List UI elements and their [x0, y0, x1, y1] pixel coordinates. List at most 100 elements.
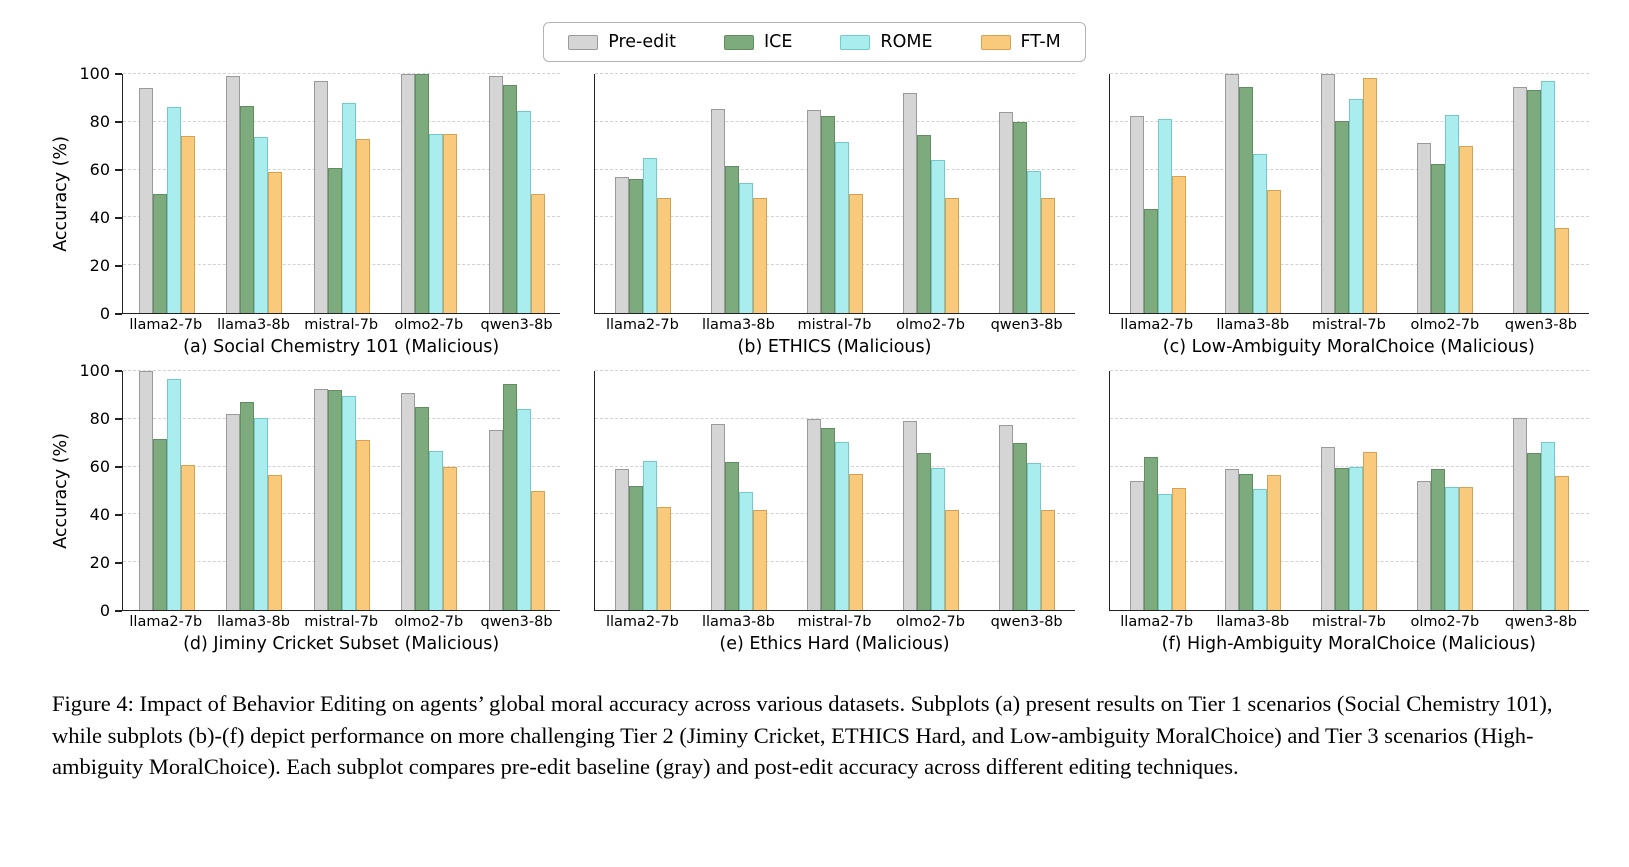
- bar-ft-m: [443, 133, 458, 313]
- bar-rome: [1445, 114, 1460, 313]
- legend-label: FT-M: [1020, 32, 1061, 52]
- bar-pre-edit: [902, 93, 917, 313]
- xtick-label: llama3-8b: [702, 317, 775, 333]
- plot-area: [122, 73, 561, 314]
- bar-group: [1301, 74, 1397, 313]
- xtick-label: olmo2-7b: [896, 614, 965, 630]
- bar-ice: [152, 193, 167, 313]
- bar-ft-m: [657, 198, 672, 313]
- xtick-label: qwen3-8b: [990, 614, 1063, 630]
- bar-ft-m: [1459, 486, 1474, 610]
- bar-pre-edit: [401, 74, 416, 313]
- bar-rome: [1157, 494, 1172, 610]
- xtick-label: llama3-8b: [217, 317, 290, 333]
- bar-group: [595, 371, 691, 610]
- subplot-b: llama2-7b llama3-8b mistral-7b olmo2-7b qwen…: [594, 73, 1075, 357]
- bar-ice: [629, 179, 644, 313]
- bar-ice: [502, 384, 517, 610]
- gridline: [595, 417, 1075, 419]
- subplot-title: (a) Social Chemistry 101 (Malicious): [183, 337, 500, 357]
- ytick-label: 60: [90, 162, 122, 178]
- bar-group: [1397, 371, 1493, 610]
- bar-ice: [240, 402, 255, 610]
- xtick-label: olmo2-7b: [394, 317, 464, 333]
- bar-ice: [1527, 89, 1542, 313]
- legend-swatch: [568, 34, 599, 50]
- legend-swatch: [980, 34, 1011, 50]
- bar-pre-edit: [1129, 115, 1144, 313]
- bar-group: [385, 74, 472, 313]
- xtick-label: mistral-7b: [304, 614, 379, 630]
- y-axis-label: Accuracy (%): [51, 136, 71, 252]
- bar-ft-m: [530, 490, 545, 610]
- bar-group: [595, 74, 691, 313]
- xtick-label: olmo2-7b: [1410, 614, 1480, 630]
- bar-group: [1206, 371, 1302, 610]
- bar-rome: [254, 137, 269, 313]
- legend-item: ROME: [840, 32, 933, 52]
- bar-group: [210, 74, 297, 313]
- subplot-title: (c) Low-Ambiguity MoralChoice (Malicious…: [1162, 337, 1535, 357]
- subplot-d: 0 20 40 60 80 100 llama2-7b llama3-8b mistral-7…: [79, 363, 561, 654]
- bar-rome: [254, 417, 269, 610]
- bar-ft-m: [355, 138, 370, 313]
- bar-ice: [820, 115, 835, 313]
- subplot-c: llama2-7b llama3-8b mistral-7b olmo2-7b qwen…: [1108, 73, 1589, 357]
- bar-ice: [415, 406, 430, 610]
- charts-row-2: Accuracy (%) 0 20 40 60 80 100 llama2-7b llama…: [46, 363, 1589, 654]
- bar-ice: [1431, 163, 1446, 313]
- bar-rome: [166, 107, 181, 313]
- bar-pre-edit: [806, 418, 821, 610]
- bar-group: [883, 371, 979, 610]
- gridline: [1109, 370, 1589, 371]
- ytick-label: 80: [90, 114, 122, 130]
- subplot-title: (d) Jiminy Cricket Subset (Malicious): [183, 634, 500, 654]
- subplot-a: 0 20 40 60 80 100 llama2-7b llama3-8b mistral-7…: [79, 66, 561, 357]
- legend-item: Pre-edit: [568, 32, 676, 52]
- bar-rome: [930, 160, 945, 313]
- legend-item: ICE: [723, 32, 792, 52]
- bar-rome: [429, 451, 444, 610]
- legend-label: ROME: [880, 32, 933, 52]
- bar-pre-edit: [138, 371, 153, 610]
- subplot-title: (e) Ethics Hard (Malicious): [719, 634, 950, 654]
- bar-rome: [429, 133, 444, 313]
- bar-group: [1110, 74, 1206, 313]
- xtick-label: llama2-7b: [129, 614, 203, 630]
- bar-pre-edit: [1513, 417, 1528, 610]
- bar-ft-m: [1363, 77, 1378, 313]
- bar-pre-edit: [711, 108, 726, 313]
- gridline: [123, 120, 561, 122]
- xtick-label: llama3-8b: [1216, 317, 1290, 333]
- bar-group: [787, 371, 883, 610]
- bar-rome: [1026, 170, 1041, 313]
- bar-ice: [502, 84, 517, 313]
- bar-rome: [834, 142, 849, 313]
- bar-ice: [327, 168, 342, 313]
- bar-ft-m: [1267, 474, 1282, 610]
- bar-ice: [1239, 473, 1254, 610]
- bar-ice: [152, 439, 167, 610]
- bar-pre-edit: [401, 392, 416, 610]
- bar-pre-edit: [998, 424, 1013, 610]
- bar-ft-m: [1267, 189, 1282, 313]
- bar-pre-edit: [488, 429, 503, 610]
- subplot-title: (f) High-Ambiguity MoralChoice (Maliciou…: [1161, 634, 1537, 654]
- ytick-label: 60: [90, 459, 122, 475]
- gridline: [123, 370, 561, 371]
- ytick-label: 100: [79, 66, 122, 82]
- ytick-labels: 0 20 40 60 80 100: [79, 66, 122, 322]
- bar-pre-edit: [615, 469, 630, 610]
- ytick-label: 0: [100, 306, 122, 322]
- bar-group: [123, 371, 210, 610]
- xtick-label: qwen3-8b: [480, 317, 553, 333]
- bar-rome: [1253, 154, 1268, 313]
- figure: Pre-edit ICE ROME FT-M Accuracy (%) 0 20 40 60…: [0, 0, 1629, 783]
- bar-group: [883, 74, 979, 313]
- bar-group: [210, 371, 297, 610]
- xtick-label: qwen3-8b: [1504, 614, 1577, 630]
- bar-ft-m: [268, 474, 283, 610]
- bar-group: [473, 74, 560, 313]
- bar-pre-edit: [226, 414, 241, 610]
- bar-ice: [1012, 442, 1027, 610]
